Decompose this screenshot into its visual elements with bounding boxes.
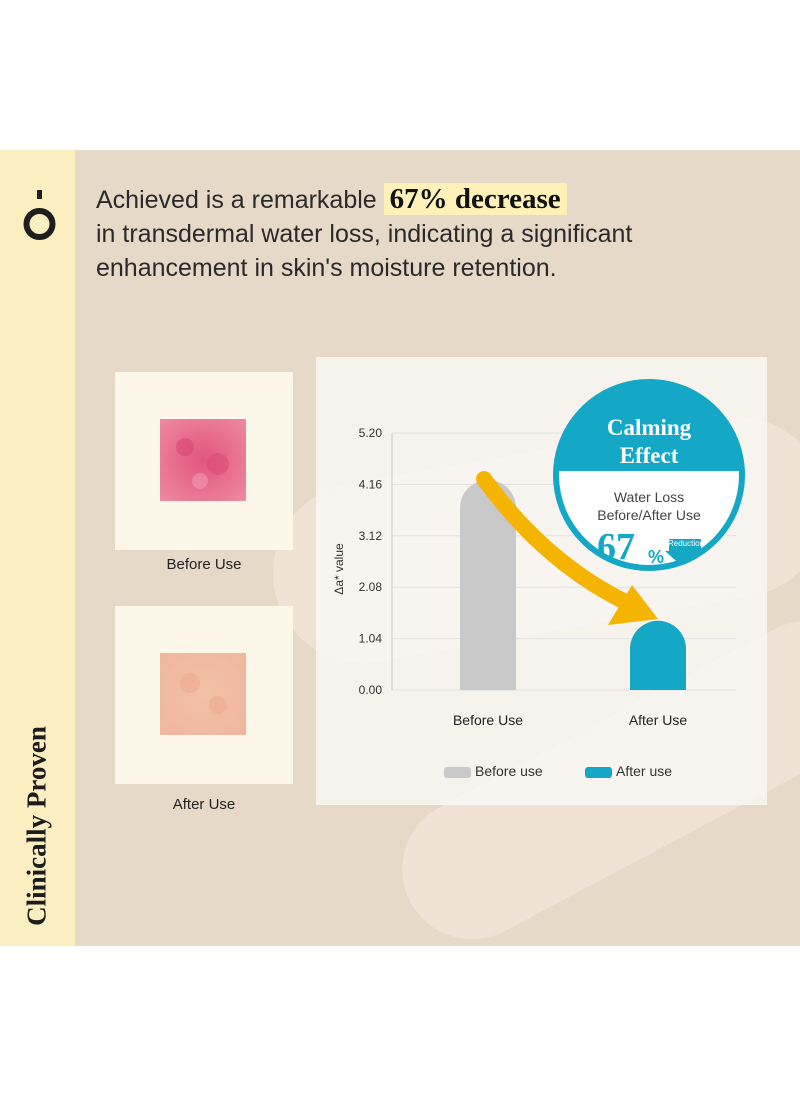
legend-swatch-after: [585, 767, 612, 778]
headline-line2: in transdermal water loss, indicating a …: [96, 220, 633, 248]
legend-item-before: Before use: [444, 762, 564, 782]
y-tick-label: 1.04: [359, 632, 383, 646]
after-photo: [115, 606, 293, 784]
y-tick-label: 5.20: [359, 426, 383, 440]
main-panel: Clinically Proven Achieved is a remarkab…: [0, 150, 800, 946]
before-photo-caption: Before Use: [166, 556, 242, 573]
before-skin-patch-image: [160, 419, 246, 501]
chart-card: 0.00 1.04 2.08 3.12 4.16 5.20 Δa* value Befor…: [316, 357, 767, 805]
bar-before-use: [460, 479, 516, 690]
o-with-dot-logo-icon: [23, 190, 56, 240]
badge-subtitle-line1: Water Loss: [613, 489, 685, 505]
calming-effect-badge: Calming Effect Water Loss Before/After U…: [553, 379, 745, 571]
sidebar: Clinically Proven: [0, 150, 75, 946]
curved-arrow-annotation: [476, 471, 644, 615]
badge-arrow-label: Reduction: [668, 539, 705, 548]
vertical-title-text: Clinically Proven: [21, 726, 52, 926]
legend-swatch-before: [444, 767, 471, 778]
x-category-label: After Use: [629, 712, 688, 728]
legend-label-after: After use: [616, 763, 673, 779]
y-axis-label: Δa* value: [332, 543, 346, 595]
after-photo-caption: After Use: [172, 796, 236, 813]
before-photo: [115, 372, 293, 550]
x-category-label: Before Use: [453, 712, 523, 728]
badge-title-line1: Calming: [606, 415, 692, 440]
legend-label-before: Before use: [475, 763, 543, 779]
y-tick-label: 0.00: [359, 683, 383, 697]
down-arrow-icon: [665, 539, 705, 569]
bar-chart: 0.00 1.04 2.08 3.12 4.16 5.20 Δa* value Befor…: [332, 426, 736, 728]
headline: Achieved is a remarkable 67% decrease in…: [96, 182, 786, 285]
badge-title-line2: Effect: [619, 443, 679, 468]
y-tick-label: 4.16: [359, 477, 383, 491]
headline-prefix: Achieved is a remarkable: [96, 186, 384, 214]
headline-line3: enhancement in skin's moisture retention…: [96, 254, 557, 282]
y-tick-label: 3.12: [359, 529, 383, 543]
vertical-title: Clinically Proven: [2, 716, 72, 936]
badge-percent: 67: [597, 526, 635, 568]
badge-subtitle-line2: Before/After Use: [597, 507, 701, 523]
after-skin-patch-image: [160, 653, 246, 735]
bar-after-use: [630, 620, 686, 690]
legend-item-after: After use: [585, 762, 705, 782]
headline-highlight: 67% decrease: [383, 183, 567, 215]
y-tick-label: 2.08: [359, 580, 383, 594]
curved-arrow-head: [608, 585, 658, 625]
badge-percent-sign: %: [648, 547, 665, 567]
